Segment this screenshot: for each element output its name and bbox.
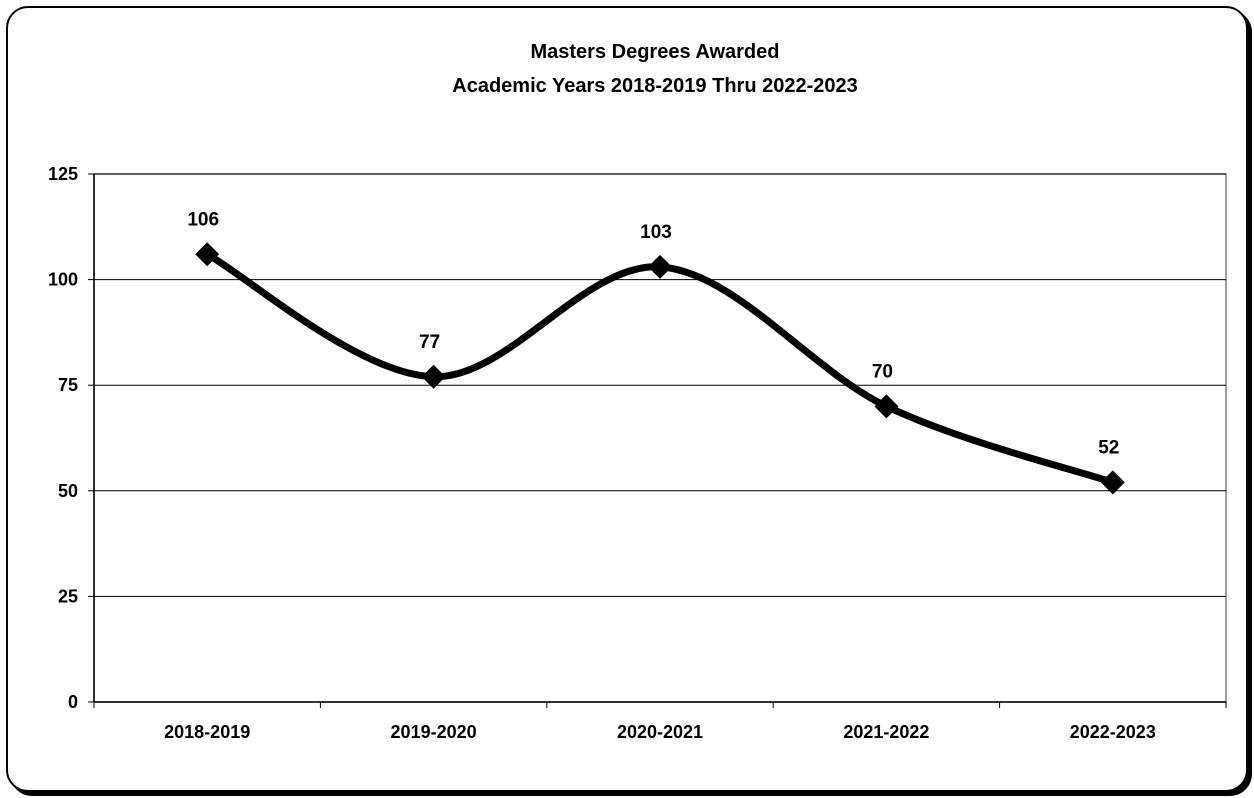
plot-area bbox=[93, 173, 1227, 703]
y-tick-label: 0 bbox=[68, 692, 78, 712]
chart-subtitle: Academic Years 2018-2019 Thru 2022-2023 bbox=[452, 75, 857, 97]
gridlines bbox=[94, 173, 1226, 597]
data-label: 52 bbox=[1098, 437, 1119, 458]
data-labels: 106 77 103 70 52 bbox=[187, 209, 1119, 458]
y-tick-label: 50 bbox=[58, 481, 78, 501]
y-tick-label: 125 bbox=[48, 164, 78, 184]
data-label: 103 bbox=[640, 222, 672, 243]
x-tick-label: 2021-2022 bbox=[843, 722, 929, 742]
chart-title: Masters Degrees Awarded bbox=[530, 41, 779, 63]
x-tick-label: 2018-2019 bbox=[164, 722, 250, 742]
data-label: 106 bbox=[187, 209, 219, 230]
data-markers bbox=[195, 242, 1125, 495]
x-tick-label: 2020-2021 bbox=[617, 722, 703, 742]
data-point bbox=[648, 254, 672, 279]
data-label: 77 bbox=[419, 332, 440, 353]
y-axis-ticks: 0 25 50 75 100 125 bbox=[48, 164, 78, 712]
data-label: 70 bbox=[872, 361, 893, 382]
data-point bbox=[195, 242, 220, 267]
axes bbox=[88, 173, 1227, 708]
x-axis-ticks: 2018-2019 2019-2020 2020-2021 2021-2022 2022… bbox=[164, 722, 1156, 742]
data-point bbox=[421, 364, 446, 389]
y-tick-label: 25 bbox=[58, 586, 78, 606]
data-point bbox=[1100, 470, 1125, 495]
x-tick-label: 2022-2023 bbox=[1070, 722, 1156, 742]
x-tick-label: 2019-2020 bbox=[391, 722, 477, 742]
data-point bbox=[874, 394, 899, 419]
y-tick-label: 100 bbox=[48, 270, 78, 290]
y-tick-label: 75 bbox=[58, 375, 78, 395]
